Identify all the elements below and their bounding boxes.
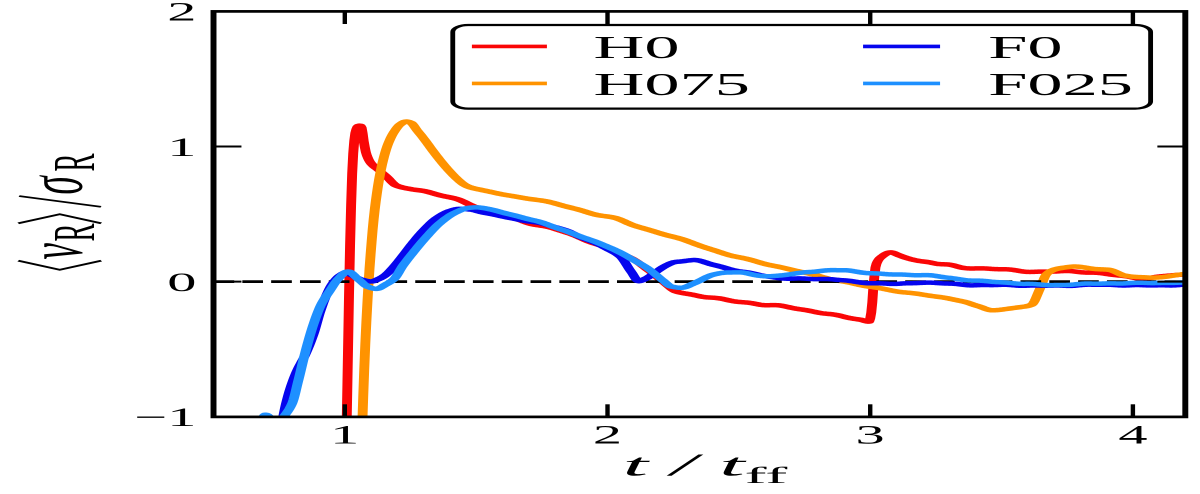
svg-text:R: R <box>41 153 107 171</box>
svg-text:F0: F0 <box>988 29 1062 65</box>
svg-text:3: 3 <box>856 420 885 449</box>
svg-text:4: 4 <box>1118 420 1147 449</box>
svg-text:2: 2 <box>167 0 196 27</box>
svg-text:−1: −1 <box>134 403 196 432</box>
svg-text:t / tff: t / tff <box>623 447 788 488</box>
svg-text:v: v <box>9 243 99 260</box>
svg-text:R: R <box>41 223 107 241</box>
svg-text:H075: H075 <box>594 66 750 102</box>
svg-text:σ: σ <box>9 175 99 195</box>
svg-text:2: 2 <box>593 420 622 449</box>
svg-text:F025: F025 <box>988 66 1133 102</box>
svg-text:H0: H0 <box>594 29 680 65</box>
svg-text:1: 1 <box>167 132 196 161</box>
svg-text:0: 0 <box>167 267 196 296</box>
svg-text:1: 1 <box>330 420 359 449</box>
